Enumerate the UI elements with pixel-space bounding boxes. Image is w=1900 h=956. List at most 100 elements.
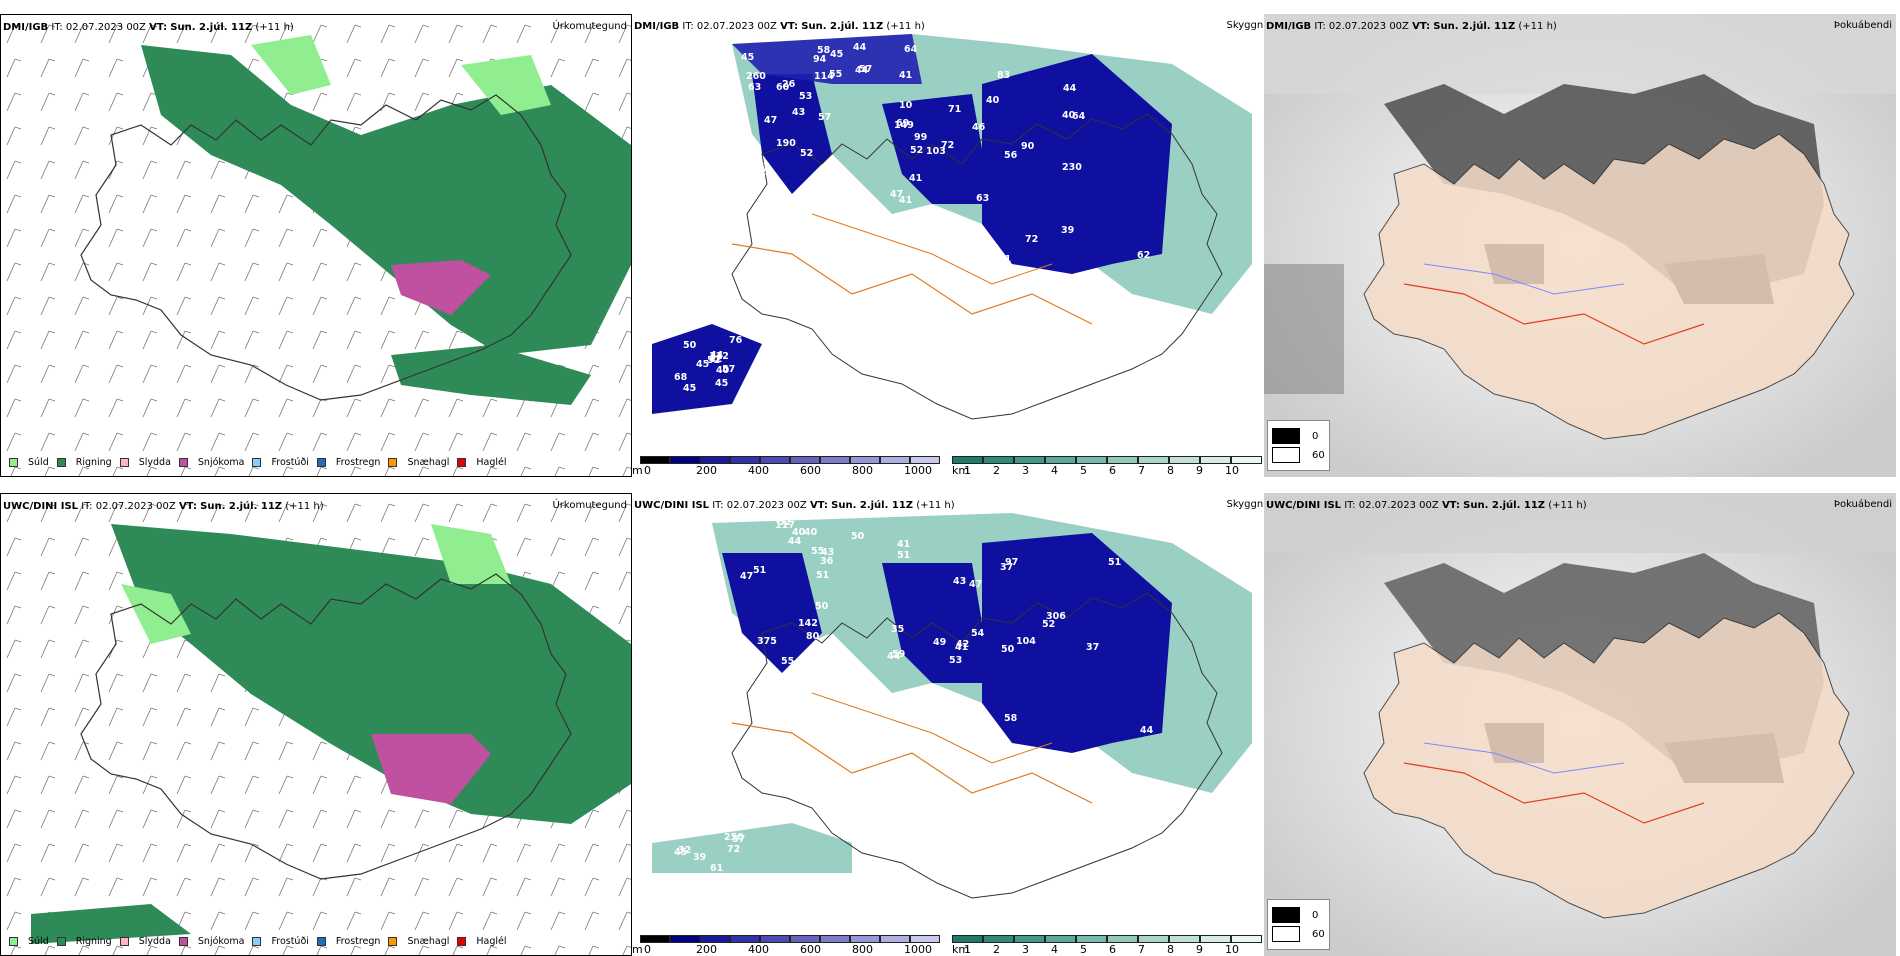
cloud-base-label: 40 [716,365,730,376]
colorbar-segment [640,935,670,943]
cloud-base-label: 10 [899,100,913,111]
cloud-panel-row2: 142 54 58 52 40 56 59 51 40 61 47 35 37 51 39 50 49 37 40 3… [632,493,1264,956]
cloud-base-label: 43 [821,547,834,558]
cloud-base-label: 50 [815,601,829,612]
cloud-base-label: 58 [817,45,831,56]
legend-item: Frostúði [252,457,309,468]
cloud-base-label: 104 [1016,636,1036,647]
cloud-base-label: 45 [830,49,843,60]
colorbar-tick: 600 [800,464,821,477]
fog-legend: 0 60 [1267,899,1330,950]
cloud-base-label: 64 [904,44,918,55]
colorbar-segment [1014,935,1045,943]
snow-area [391,260,491,315]
colorbar-segment [1231,456,1262,464]
cloud-base-label: 39 [1061,225,1074,236]
colorbar-segment [700,456,730,464]
cloud-base-label: 40 [1062,110,1076,121]
precip-type-panel-row1: DMI/IGB IT: 02.07.2023 00Z VT: Sun. 2.jú… [0,14,632,477]
cloud-base-label: 149 [894,120,914,131]
cloud-base-label: 83 [997,70,1010,81]
fog-panel-row2: UWC/DINI ISL IT: 02.07.2023 00Z VT: Sun.… [1264,493,1896,956]
cloud-base-label: 80 [806,631,820,642]
cloud-base-label: 62 [1137,250,1150,261]
cloud-base-label: 117 [775,520,795,531]
cloud-base-label: 42 [956,639,969,650]
precip-map-row1 [1,15,631,476]
cloud-base-label: 56 [803,651,817,662]
legend-item: Súld [9,457,49,468]
colorbar-segment [1045,935,1076,943]
cloud-base-label: 44 [887,651,901,662]
cloud-base-label: 52 [707,355,720,366]
colorbar-tick: 8 [1167,464,1174,477]
panel-header: DMI/IGB IT: 02.07.2023 00Z VT: Sun. 2.jú… [634,21,925,32]
cloud-base-label: 43 [792,107,805,118]
colorbar-segment [760,935,790,943]
colorbar-tick: 4 [1051,464,1058,477]
cloud-base-colorbar: m 0 200 400 600 800 1000 [632,935,956,956]
visibility-colorbar: km 1 2 3 4 5 6 7 8 9 10 [952,456,1262,477]
cloud-base-label: 260 [746,71,766,82]
cloud-base-label: 55 [781,656,794,667]
cloud-base-label: 57 [859,64,872,75]
colorbar-tick: 200 [696,464,717,477]
cloud-base-label: 39 [693,852,706,863]
colorbar-segment [1076,456,1107,464]
cloud-base-label: 36 [820,556,834,567]
panel-title: Þokuábendi [1833,499,1892,510]
colorbar-segment [1107,935,1138,943]
fog-map-row2 [1264,493,1896,956]
rain-area [141,45,631,355]
cloud-base-label: 51 [753,565,766,576]
cloud-base-label: 55 [829,69,842,80]
colorbar-tick: 2 [993,464,1000,477]
cloud-base-label: 41 [897,539,910,550]
colorbar-segment [1138,456,1169,464]
cloud-base-label: 99 [914,132,927,143]
panel-header: DMI/IGB IT: 02.07.2023 00Z VT: Sun. 2.jú… [3,22,294,33]
colorbar-segment [910,935,940,943]
cloud-base-label: 63 [976,193,989,204]
cloud-base-label: 94 [813,54,827,65]
cloud-panel-row1: 190 149 230 260 112 61 71 64 44 52 63 63 56 64 45 43 41 4… [632,14,1264,477]
colorbar-segment [730,456,760,464]
cloud-base-label: 47 [740,571,753,582]
cloud-base-label: 47 [969,579,982,590]
cloud-base-label: 37 [1000,562,1013,573]
cloud-base-label: 63 [748,82,761,93]
panel-title: Skyggni [1226,20,1264,31]
panel-title: Úrkomutegund [552,21,627,32]
cloud-base-label: 72 [941,140,954,151]
colorbar-segment [983,456,1014,464]
precip-legend: Súld Rigning Slydda Snjókoma Frostúði Fr… [1,936,507,947]
cloud-base-label: 51 [897,550,910,561]
colorbar-segment [880,456,910,464]
cloud-base-colorbar: m 0 200 400 600 800 1000 [632,456,956,477]
cloud-base-label: 40 [695,823,709,834]
panel-header: UWC/DINI ISL IT: 02.07.2023 00Z VT: Sun.… [3,501,324,512]
cloud-base-label: 112 [709,351,729,362]
precip-legend: Súld Rigning Slydda Snjókoma Frostúði Fr… [1,457,507,468]
cloud-base-label: 45 [741,52,754,63]
cloud-base-label: 64 [1072,111,1086,122]
panel-title: Þokuábendi [1833,20,1892,31]
cloud-base-label: 41 [909,173,922,184]
cloud-base-label: 190 [776,138,796,149]
fog-panel-row1: DMI/IGB IT: 02.07.2023 00Z VT: Sun. 2.jú… [1264,14,1896,477]
cloud-base-label: 59 [892,649,905,660]
legend-item: Snæhagl [388,936,449,947]
cloud-base-label: 230 [1062,162,1082,173]
cloud-base-label: 41 [899,195,912,206]
cloud-base-label: 51 [1108,557,1121,568]
cloud-base-label: 33 [715,806,728,817]
legend-item: Frostúði [252,936,309,947]
colorbar-segment [820,935,850,943]
colorbar-tick: 6 [1109,464,1116,477]
colorbar-segment [1169,935,1200,943]
colorbar-segment [640,456,670,464]
cloud-base-label: 45 [674,847,687,858]
colorbar-segment [880,935,910,943]
cloud-base-label: 49 [933,637,946,648]
cloud-base-label: 53 [799,91,812,102]
